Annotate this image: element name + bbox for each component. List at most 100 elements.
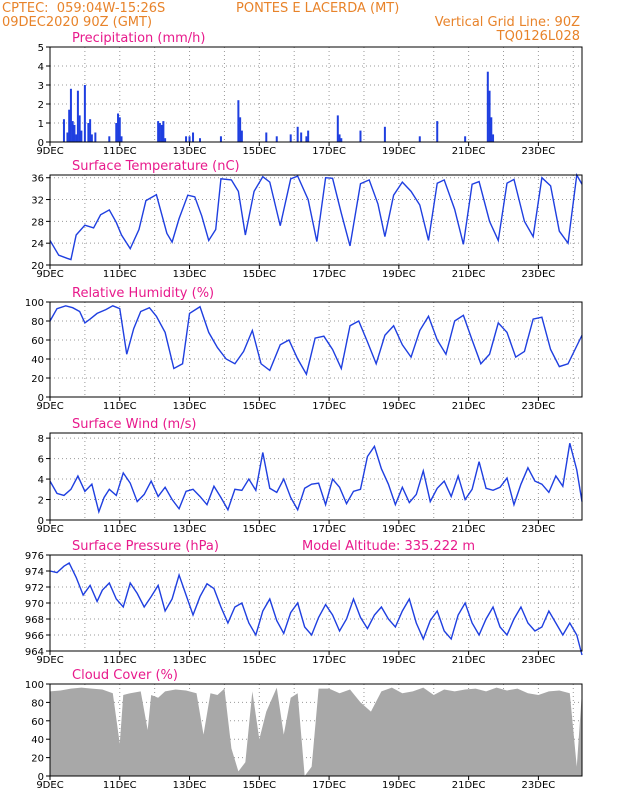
model-altitude-label: Model Altitude: 335.222 m: [302, 539, 475, 554]
precip-bar: [219, 136, 222, 142]
precip-bar: [118, 117, 121, 142]
x-tick-label: 13DEC: [173, 524, 207, 535]
chart-header: CPTEC: 059:04W-15:26S PONTES E LACERDA (…: [0, 0, 618, 46]
x-tick-label: 23DEC: [522, 655, 556, 666]
x-tick-label: 21DEC: [452, 146, 486, 157]
x-tick-label: 23DEC: [522, 269, 556, 280]
precip-bar: [492, 134, 495, 142]
station-name: PONTES E LACERDA (MT): [236, 1, 400, 16]
precip-bar: [300, 132, 303, 142]
y-tick-label: 8: [38, 434, 44, 445]
precip-bar: [488, 90, 491, 142]
x-tick-label: 11DEC: [103, 780, 137, 791]
precip-bar: [275, 136, 278, 142]
y-tick-label: 20: [31, 261, 44, 272]
x-tick-label: 9DEC: [36, 524, 63, 535]
precip-bar: [383, 126, 386, 142]
precip-bar: [464, 136, 467, 142]
series-line: [49, 443, 583, 515]
x-tick-label: 17DEC: [312, 655, 346, 666]
x-tick-label: 19DEC: [382, 146, 416, 157]
precip-bar: [94, 132, 97, 142]
precip-bar: [120, 136, 123, 142]
x-tick-label: 21DEC: [452, 401, 486, 412]
y-tick-label: 0: [38, 138, 44, 149]
y-tick-label: 2: [38, 496, 44, 507]
y-tick-label: 20: [31, 754, 44, 765]
series-line: [49, 562, 583, 656]
y-tick-label: 24: [31, 239, 44, 250]
precip-bar: [117, 113, 120, 142]
precip-bar: [307, 130, 310, 142]
precip-bar: [160, 124, 163, 142]
y-tick-label: 966: [25, 631, 44, 642]
precip-bar: [83, 85, 86, 142]
precip-bar: [296, 126, 299, 142]
x-tick-label: 19DEC: [382, 655, 416, 666]
x-tick-label: 23DEC: [522, 146, 556, 157]
y-tick-label: 0: [38, 393, 44, 404]
y-tick-label: 0: [38, 772, 44, 783]
y-tick-label: 970: [25, 599, 44, 610]
precip-bar: [486, 71, 489, 142]
precip-bar: [78, 115, 81, 142]
precip-bar: [188, 136, 191, 142]
x-tick-label: 17DEC: [312, 269, 346, 280]
y-tick-label: 100: [25, 298, 44, 309]
panel-title: Cloud Cover (%): [72, 668, 178, 683]
precip-bar: [359, 130, 362, 142]
x-tick-label: 15DEC: [242, 655, 276, 666]
precip-bar: [68, 109, 71, 142]
precip-bar: [76, 90, 79, 142]
precip-bar: [436, 121, 439, 142]
y-tick-label: 40: [31, 735, 44, 746]
panel-frame: [49, 683, 583, 777]
panel-frame: [49, 301, 583, 398]
x-tick-label: 21DEC: [452, 780, 486, 791]
x-tick-label: 11DEC: [103, 146, 137, 157]
y-tick-label: 80: [31, 698, 44, 709]
x-tick-label: 19DEC: [382, 401, 416, 412]
panel-title: Precipitation (mm/h): [72, 31, 205, 46]
precip-bar: [199, 138, 202, 142]
precip-bar: [73, 124, 76, 142]
precip-bar: [62, 119, 65, 142]
precip-bar: [158, 123, 161, 142]
panel-frame: [49, 432, 583, 521]
precip-bar: [490, 117, 493, 142]
x-tick-label: 9DEC: [36, 655, 63, 666]
x-tick-label: 13DEC: [173, 655, 207, 666]
precip-bar: [239, 117, 242, 142]
panel-title: Surface Wind (m/s): [72, 417, 196, 432]
x-tick-label: 13DEC: [173, 401, 207, 412]
x-tick-label: 9DEC: [36, 146, 63, 157]
precip-bar: [164, 138, 167, 142]
cloud-cover-area: [50, 687, 582, 776]
precip-bar: [305, 136, 308, 142]
series-line: [49, 305, 583, 377]
x-tick-label: 19DEC: [382, 524, 416, 535]
panel-title: Surface Temperature (nC): [72, 159, 240, 174]
y-tick-label: 5: [38, 43, 44, 54]
model-code: TQ0126L028: [496, 29, 580, 44]
x-tick-label: 13DEC: [173, 780, 207, 791]
precip-bar: [89, 119, 92, 142]
y-tick-label: 20: [31, 374, 44, 385]
x-tick-label: 17DEC: [312, 524, 346, 535]
y-tick-label: 968: [25, 615, 44, 626]
panel-title: Surface Pressure (hPa): [72, 539, 219, 554]
precip-bar: [108, 136, 111, 142]
x-tick-label: 11DEC: [103, 401, 137, 412]
x-tick-label: 21DEC: [452, 655, 486, 666]
run-datetime: 09DEC2020 90Z (GMT): [2, 15, 153, 30]
x-tick-label: 15DEC: [242, 269, 276, 280]
x-tick-label: 15DEC: [242, 780, 276, 791]
y-tick-label: 80: [31, 317, 44, 328]
x-tick-label: 9DEC: [36, 780, 63, 791]
x-tick-label: 23DEC: [522, 780, 556, 791]
y-tick-label: 0: [38, 516, 44, 527]
vertical-grid-note: Vertical Grid Line: 90Z: [434, 15, 580, 30]
y-tick-label: 36: [31, 174, 44, 185]
series-line: [49, 172, 583, 261]
x-tick-label: 15DEC: [242, 524, 276, 535]
